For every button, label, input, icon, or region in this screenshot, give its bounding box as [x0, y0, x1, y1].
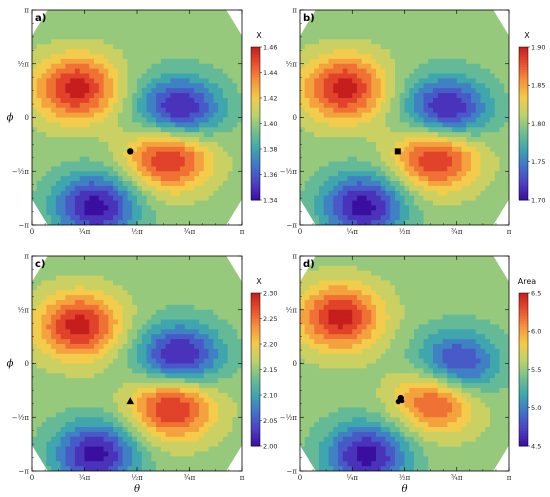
y-tick-label: π	[24, 253, 29, 261]
x-tick-label: π	[240, 474, 245, 482]
y-tick-label: −½π	[280, 414, 298, 422]
contour-field	[32, 10, 242, 225]
panel-label: a)	[35, 13, 46, 24]
colorbar-tick-label: 1.44	[263, 69, 277, 77]
panel-label: c)	[35, 259, 46, 270]
colorbar-tick-label: 1.36	[263, 171, 277, 179]
x-tick-label: ½π	[399, 228, 411, 236]
x-axis-label: θ	[401, 484, 407, 495]
x-tick-label: 0	[298, 474, 302, 482]
y-axis-label: ϕ	[7, 113, 14, 124]
colorbar-tick-label: 1.34	[263, 196, 277, 204]
panel-4: 0 ¼π ½π ¾π π π ½π 0 −½π −π θ d) Area 6.5 6.0 5.5 5.0 4.5	[280, 253, 542, 496]
x-tick-label: ¾π	[184, 474, 196, 482]
colorbar-tick-label: 5.5	[531, 366, 541, 374]
y-tick-label: −½π	[280, 168, 298, 176]
panel-label: d)	[303, 259, 315, 270]
triangle-marker	[126, 397, 135, 405]
y-tick-label: ½π	[18, 306, 30, 314]
x-tick-label: ½π	[131, 474, 143, 482]
colorbar-title: X	[524, 31, 530, 40]
x-tick-label: ½π	[399, 474, 411, 482]
colorbar-tick-label: 2.20	[263, 340, 277, 348]
colorbar: Area 6.5 6.0 5.5 5.0 4.5	[518, 277, 542, 450]
x-tick-label: ½π	[131, 228, 143, 236]
y-tick-label: −π	[19, 468, 30, 476]
colorbar-tick-label: 2.05	[263, 417, 277, 425]
square-marker	[394, 148, 401, 155]
y-tick-label: π	[292, 253, 297, 261]
contour-field	[32, 256, 242, 471]
colorbar: X2.30 2.25 2.20 2.15 2.10 2.05 2.00	[250, 277, 277, 450]
colorbar-tick-label: 1.40	[263, 120, 277, 128]
x-tick-label: ¾π	[451, 474, 463, 482]
y-tick-label: π	[292, 7, 297, 15]
colorbar-tick-label: 5.0	[531, 404, 541, 412]
y-tick-label: 0	[25, 360, 29, 368]
colorbar-tick-label: 2.30	[263, 289, 277, 297]
panel-3: 0 ¼π ½π ¾π π π ½π 0 −½π −π θ ϕ c) X2.30 2.25 2.20 2.15 2.…	[7, 253, 278, 496]
panel-label: b)	[303, 13, 315, 24]
y-tick-label: ½π	[286, 306, 298, 314]
colorbar-tick-label: 1.42	[263, 94, 277, 102]
x-tick-label: π	[240, 228, 245, 236]
colorbar-tick-label: 4.5	[531, 442, 541, 450]
x-tick-label: ¼π	[347, 474, 359, 482]
colorbar-tick-label: 1.38	[263, 145, 277, 153]
contour-field	[300, 10, 509, 225]
y-tick-label: −½π	[12, 168, 30, 176]
x-tick-label: π	[507, 228, 512, 236]
y-tick-label: −½π	[12, 414, 30, 422]
colorbar-tick-label: 1.90	[531, 43, 545, 51]
x-tick-label: ¾π	[184, 228, 196, 236]
colorbar-tick-label: 1.85	[531, 82, 545, 90]
x-axis-label: θ	[134, 484, 140, 495]
colorbar-title: X	[256, 277, 262, 286]
x-tick-label: ¼π	[347, 228, 359, 236]
colorbar-tick-label: 6.5	[531, 289, 541, 297]
y-tick-label: −π	[19, 222, 30, 230]
contour-field	[300, 256, 509, 471]
y-tick-label: ½π	[18, 60, 30, 68]
panel-2: 0 ¼π ½π ¾π π π ½π 0 −½π −π b) X1.90 1.85 1.80 1.75 1.70	[280, 7, 546, 237]
colorbar: X1.90 1.85 1.80 1.75 1.70	[518, 31, 545, 204]
y-axis-label: ϕ	[7, 359, 14, 370]
colorbar-tick-label: 2.10	[263, 391, 277, 399]
y-tick-label: ½π	[286, 60, 298, 68]
colorbar-tick-label: 2.00	[263, 442, 277, 450]
y-tick-label: −π	[287, 222, 298, 230]
colorbar-title: X	[256, 31, 262, 40]
circle-marker	[127, 148, 134, 155]
colorbar-tick-label: 2.15	[263, 366, 277, 374]
colorbar-tick-label: 1.70	[531, 196, 545, 204]
colorbar-title: Area	[518, 277, 537, 286]
colorbar: X1.46 1.44 1.42 1.40 1.38 1.36 1.34	[250, 31, 277, 204]
panel-1: 0 ¼π ½π ¾π π π ½π 0 −½π −π ϕ a) X1.46 1.44 1.42 1.40 1.3…	[7, 7, 278, 237]
colorbar-tick-label: 6.0	[531, 328, 541, 336]
x-tick-label: 0	[298, 228, 302, 236]
colorbar-tick-label: 1.46	[263, 43, 277, 51]
blob-marker	[395, 394, 405, 405]
y-tick-label: π	[24, 7, 29, 15]
colorbar-tick-label: 1.75	[531, 158, 545, 166]
colorbar-tick-label: 1.80	[531, 120, 545, 128]
y-tick-label: 0	[25, 114, 29, 122]
y-tick-label: −π	[287, 468, 298, 476]
colorbar-tick-label: 2.25	[263, 315, 277, 323]
x-tick-label: ¼π	[79, 474, 91, 482]
x-tick-label: 0	[30, 474, 34, 482]
x-tick-label: ¼π	[79, 228, 91, 236]
y-tick-label: 0	[293, 360, 297, 368]
x-tick-label: 0	[30, 228, 34, 236]
x-tick-label: π	[507, 474, 512, 482]
y-tick-label: 0	[293, 114, 297, 122]
x-tick-label: ¾π	[451, 228, 463, 236]
